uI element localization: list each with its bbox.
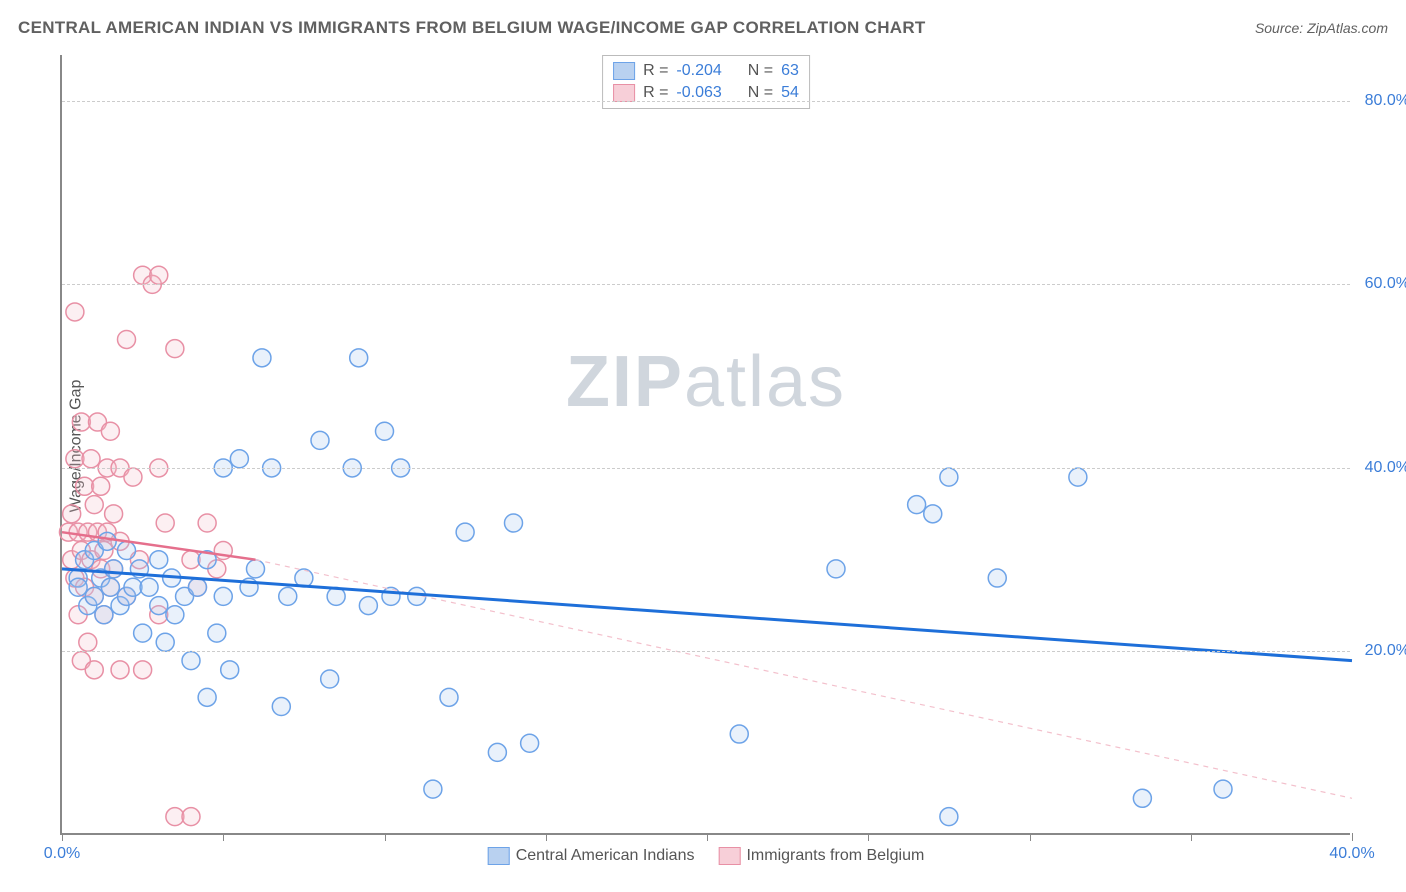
legend-swatch-2 bbox=[718, 847, 740, 865]
gridline-h bbox=[62, 101, 1350, 102]
xtick bbox=[1352, 833, 1353, 841]
xtick bbox=[223, 833, 224, 841]
xtick bbox=[546, 833, 547, 841]
ytick-label: 40.0% bbox=[1365, 459, 1406, 477]
gridline-h bbox=[62, 651, 1350, 652]
legend-swatch-1 bbox=[488, 847, 510, 865]
chart-title: CENTRAL AMERICAN INDIAN VS IMMIGRANTS FR… bbox=[18, 18, 926, 38]
ytick-label: 80.0% bbox=[1365, 92, 1406, 110]
xtick bbox=[868, 833, 869, 841]
xtick bbox=[707, 833, 708, 841]
legend-item-2: Immigrants from Belgium bbox=[718, 847, 924, 865]
legend-label-2: Immigrants from Belgium bbox=[746, 847, 924, 865]
source-attribution: Source: ZipAtlas.com bbox=[1255, 20, 1388, 36]
xtick-label: 40.0% bbox=[1329, 845, 1374, 863]
ytick-label: 60.0% bbox=[1365, 275, 1406, 293]
xtick bbox=[1191, 833, 1192, 841]
xtick-label: 0.0% bbox=[44, 845, 80, 863]
legend-label-1: Central American Indians bbox=[516, 847, 695, 865]
series-legend: Central American Indians Immigrants from… bbox=[488, 847, 925, 865]
plot-svg bbox=[62, 55, 1350, 833]
xtick bbox=[385, 833, 386, 841]
xtick bbox=[1030, 833, 1031, 841]
xtick bbox=[62, 833, 63, 841]
ytick-label: 20.0% bbox=[1365, 642, 1406, 660]
legend-item-1: Central American Indians bbox=[488, 847, 695, 865]
gridline-h bbox=[62, 468, 1350, 469]
plot-area: ZIPatlas R = -0.204 N = 63 R = -0.063 N … bbox=[60, 55, 1350, 835]
gridline-h bbox=[62, 284, 1350, 285]
